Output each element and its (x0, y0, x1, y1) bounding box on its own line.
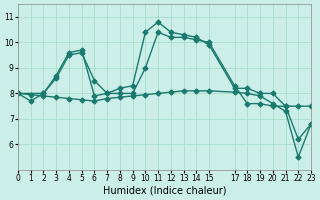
X-axis label: Humidex (Indice chaleur): Humidex (Indice chaleur) (103, 186, 226, 196)
